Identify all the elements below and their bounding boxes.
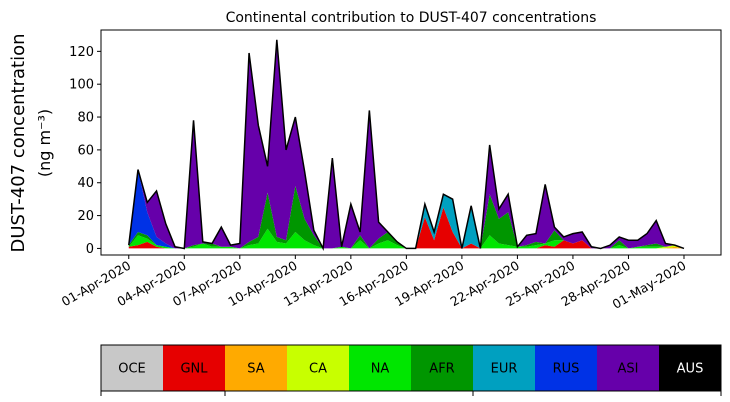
- total-outline: [128, 39, 685, 252]
- legend-label-asi: ASI: [618, 362, 639, 377]
- legend-swatch-na: [349, 345, 412, 391]
- area-afr: [128, 186, 684, 249]
- legend-swatch-aus: [659, 345, 722, 391]
- legend-swatch-sa: [225, 345, 288, 391]
- legend-label-eur: EUR: [491, 362, 518, 377]
- legend-label-na: NA: [371, 362, 390, 377]
- y-tick-label: 20: [77, 209, 94, 224]
- legend-swatch-afr: [411, 345, 474, 391]
- plot-frame: [100, 29, 722, 256]
- area-rus: [128, 169, 684, 249]
- legend-label-sa: SA: [247, 362, 264, 377]
- legend-swatch-oce: [101, 345, 164, 391]
- legend: OCE GNL SA CA NA AFR EUR RUS ASI AUS: [100, 344, 722, 396]
- y-tick-label: 80: [77, 111, 94, 126]
- legend-swatch-asi: [597, 345, 660, 391]
- y-axis: 0 20 40 60 80 100 120: [69, 45, 101, 257]
- area-na: [128, 207, 684, 249]
- y-tick-label: 120: [69, 45, 94, 60]
- legend-label-aus: AUS: [677, 362, 704, 377]
- stacked-areas: [128, 39, 685, 252]
- legend-label-rus: RUS: [553, 362, 580, 377]
- legend-label-gnl: GNL: [180, 362, 208, 377]
- y-tick-label: 40: [77, 176, 94, 191]
- legend-label-oce: OCE: [118, 362, 146, 377]
- legend-swatch-rus: [535, 345, 598, 391]
- legend-swatch-eur: [473, 345, 536, 391]
- legend-swatch-ca: [287, 345, 350, 391]
- area-asi: [128, 39, 684, 249]
- y-axis-label-line1: DUST-407 concentration: [8, 33, 29, 252]
- area-eur: [128, 186, 684, 249]
- y-tick-label: 0: [86, 242, 94, 257]
- chart-title: Continental contribution to DUST-407 con…: [226, 10, 597, 26]
- legend-label-afr: AFR: [429, 362, 454, 377]
- legend-frame: [100, 344, 722, 392]
- area-aus: [128, 39, 684, 249]
- y-tick-label: 100: [69, 78, 94, 93]
- y-tick-label: 60: [77, 143, 94, 158]
- legend-label-ca: CA: [309, 362, 327, 377]
- y-axis-label: DUST-407 concentration (ng m⁻³): [8, 33, 54, 252]
- y-axis-label-line2: (ng m⁻³): [35, 109, 54, 177]
- x-axis: 01-Apr-202004-Apr-202007-Apr-202010-Apr-…: [59, 255, 689, 312]
- legend-swatch-gnl: [163, 345, 226, 391]
